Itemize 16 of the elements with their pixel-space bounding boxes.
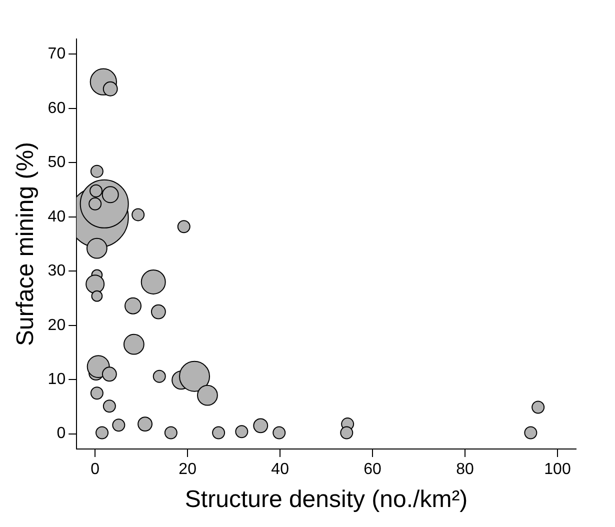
x-tick-label: 0 xyxy=(90,461,100,478)
x-tick-label: 100 xyxy=(544,461,571,478)
y-tick-label: 60 xyxy=(48,100,66,117)
y-tick-label: 20 xyxy=(48,316,66,334)
y-tick-label: 10 xyxy=(48,370,66,388)
x-tick-label: 20 xyxy=(178,461,197,478)
y-tick-label: 70 xyxy=(48,46,66,63)
x-tick-label: 80 xyxy=(456,461,474,478)
x-tick-label: 40 xyxy=(271,461,290,478)
y-axis-title: Surface mining (%) xyxy=(12,142,40,346)
y-tick-label: 40 xyxy=(48,208,66,226)
x-tick-label: 60 xyxy=(364,461,382,478)
y-tick-label: 0 xyxy=(56,425,66,442)
y-tick-label: 50 xyxy=(48,154,66,172)
x-axis-title: Structure density (no./km²) xyxy=(184,486,468,514)
y-tick-label: 30 xyxy=(48,262,66,280)
